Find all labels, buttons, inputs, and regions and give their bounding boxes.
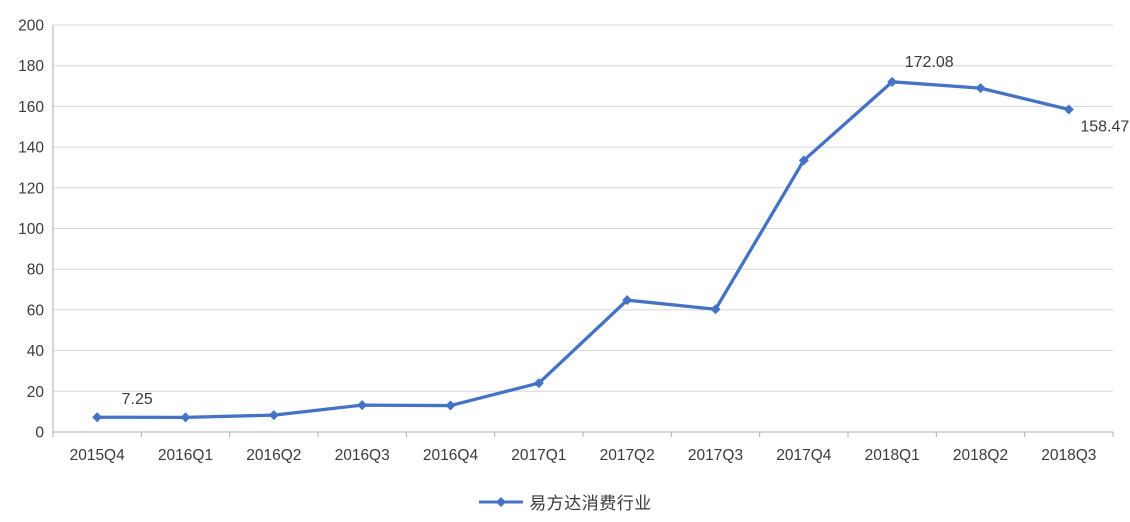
legend: 易方达消费行业: [0, 489, 1130, 514]
data-point-marker: [710, 304, 721, 315]
legend-marker-icon: [479, 496, 524, 507]
data-point-marker: [445, 400, 456, 411]
x-axis-tick-label: 2015Q4: [70, 447, 126, 464]
y-axis-tick-label: 100: [18, 221, 44, 238]
data-label: 158.47: [1080, 119, 1129, 136]
data-point-marker: [180, 412, 191, 423]
data-label: 172.08: [905, 54, 954, 71]
y-axis-tick-label: 160: [18, 99, 44, 116]
legend-label: 易方达消费行业: [529, 494, 652, 513]
y-axis-tick-label: 200: [18, 18, 44, 35]
x-axis-tick-label: 2018Q2: [953, 447, 1008, 464]
x-axis-tick-label: 2016Q3: [335, 447, 390, 464]
x-axis-tick-label: 2018Q3: [1041, 447, 1096, 464]
data-point-marker: [887, 76, 898, 87]
x-axis-tick-label: 2017Q4: [776, 447, 832, 464]
x-axis-tick-label: 2017Q1: [511, 447, 566, 464]
data-point-marker: [357, 400, 368, 411]
y-axis-tick-label: 0: [35, 425, 44, 442]
y-axis-tick-label: 20: [27, 384, 45, 401]
x-axis-tick-label: 2016Q4: [423, 447, 479, 464]
x-axis-tick-label: 2018Q1: [865, 447, 920, 464]
data-point-marker: [622, 295, 633, 306]
data-point-marker: [533, 378, 544, 389]
data-point-marker: [798, 155, 809, 166]
x-axis-tick-label: 2017Q3: [688, 447, 743, 464]
x-axis-tick-label: 2017Q2: [600, 447, 655, 464]
series-line: [95, 80, 1071, 419]
y-axis-tick-label: 80: [27, 262, 45, 279]
y-axis-tick-label: 60: [27, 302, 45, 319]
y-axis-tick-label: 180: [18, 58, 44, 75]
data-point-marker: [975, 83, 986, 94]
x-axis-tick-label: 2016Q2: [246, 447, 301, 464]
x-axis-tick-label: 2016Q1: [158, 447, 213, 464]
data-point-marker: [268, 410, 279, 421]
y-axis-tick-label: 120: [18, 180, 44, 197]
y-axis-tick-label: 40: [27, 343, 45, 360]
data-point-marker: [92, 412, 103, 423]
data-point-marker: [1063, 104, 1074, 115]
y-axis-tick-label: 140: [18, 140, 44, 157]
data-label: 7.25: [122, 391, 153, 408]
